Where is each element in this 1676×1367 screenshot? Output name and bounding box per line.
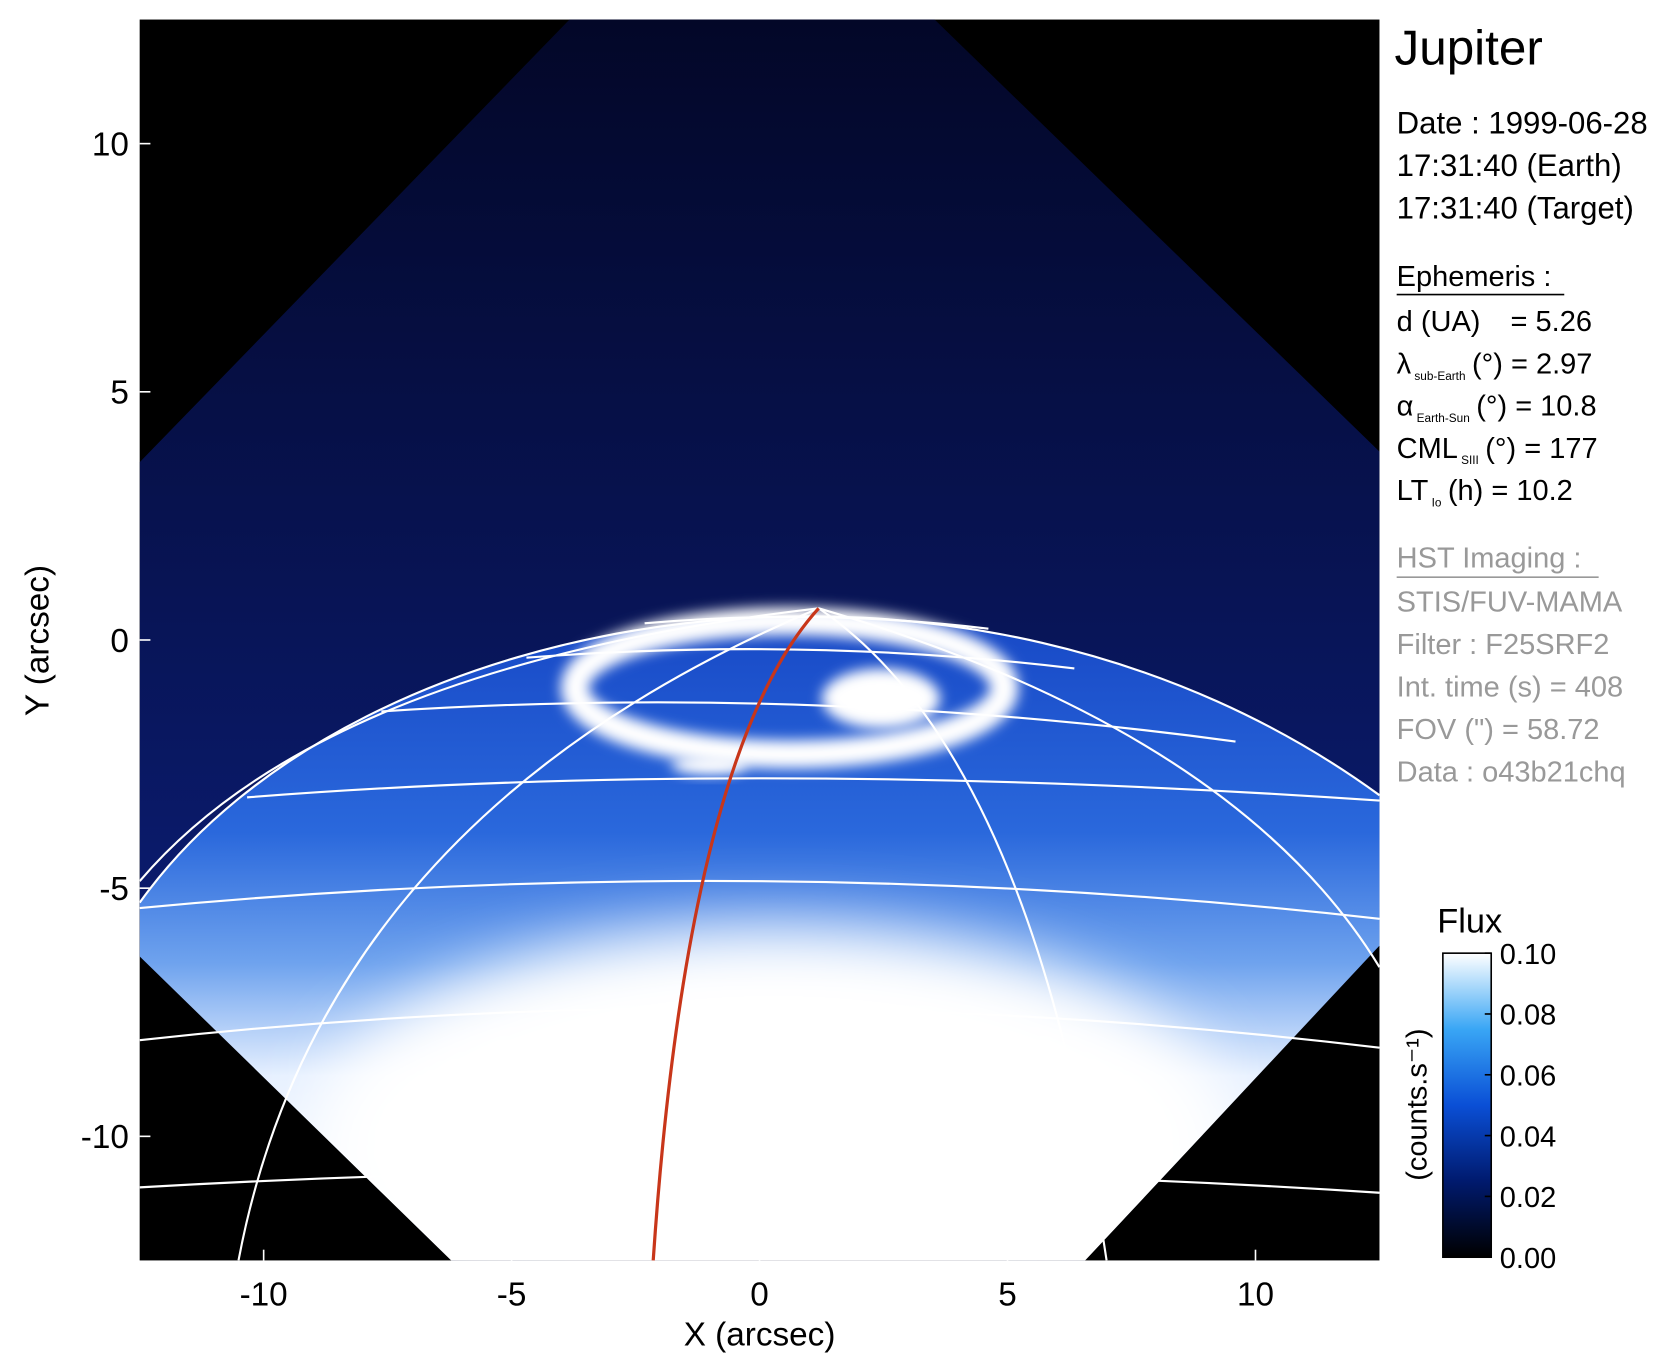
ephemeris-sub: Io: [1432, 495, 1442, 509]
y-tick-label: 5: [110, 375, 129, 412]
latitude-line: [644, 615, 989, 630]
ephemeris-symbol: d (UA): [1397, 306, 1481, 338]
imaging-line: Int. time (s) = 408: [1397, 671, 1623, 703]
colorbar-tick-label: 0.08: [1500, 1000, 1556, 1032]
ephemeris-line: CML SIII (°) = 177: [1397, 433, 1598, 467]
aurora-patch: [821, 668, 941, 729]
x-tick-label: 10: [1237, 1277, 1274, 1314]
colorbar-tick-label: 0.10: [1500, 939, 1556, 971]
ephemeris-rest: (°) = 10.8: [1476, 391, 1596, 423]
imaging-line: STIS/FUV-MAMA: [1397, 587, 1623, 619]
x-tick-label: 0: [750, 1277, 769, 1314]
x-tick-label: -10: [240, 1277, 288, 1314]
colorbar: [1442, 952, 1493, 1259]
ephemeris-line: d (UA) = 5.26: [1397, 306, 1592, 338]
ephemeris-title: Ephemeris :: [1397, 261, 1552, 293]
ephemeris-line: LT Io (h) = 10.2: [1397, 475, 1573, 509]
meridian-line: [818, 607, 1108, 1261]
title: Jupiter: [1395, 21, 1543, 76]
ephemeris-sub: sub-Earth: [1414, 369, 1465, 383]
meridian-line: [237, 607, 820, 1261]
y-tick-label: 10: [92, 126, 129, 163]
x-axis-label: X (arcsec): [684, 1316, 836, 1353]
colorbar-tick-label: 0.04: [1500, 1121, 1556, 1153]
ephemeris-rest: (°) = 177: [1485, 433, 1597, 465]
x-tick-label: -5: [497, 1277, 527, 1314]
ephemeris-rest: (°) = 2.97: [1472, 348, 1592, 380]
colorbar-tick-label: 0.02: [1500, 1182, 1556, 1214]
ephemeris-rest: = 5.26: [1511, 306, 1592, 338]
ephemeris-symbol: α: [1397, 391, 1414, 423]
meridian-line: [139, 607, 819, 882]
y-tick-label: -10: [81, 1119, 129, 1156]
x-tick-label: 5: [998, 1277, 1017, 1314]
date-line: 17:31:40 (Earth): [1397, 148, 1622, 183]
ephemeris-symbol: LT: [1397, 475, 1429, 507]
limb: [139, 615, 1380, 904]
y-tick-label: -5: [99, 871, 129, 908]
date-line: Date : 1999-06-28: [1397, 105, 1648, 140]
colorbar-unit: (counts.s⁻¹): [1402, 1029, 1434, 1181]
ephemeris-sub: Earth-Sun: [1417, 411, 1470, 425]
ephemeris-sub: SIII: [1461, 453, 1479, 467]
ephemeris-line: α Earth-Sun (°) = 10.8: [1397, 391, 1597, 425]
ephemeris-rest: (h) = 10.2: [1448, 475, 1573, 507]
colorbar-tick-label: 0.00: [1500, 1243, 1556, 1275]
latitude-line: [139, 1169, 1380, 1194]
imaging-line: Filter : F25SRF2: [1397, 629, 1610, 661]
meridian-line: [818, 607, 1380, 968]
date-line: 17:31:40 (Target): [1397, 190, 1634, 225]
imaging-line: Data : o43b21chq: [1397, 756, 1626, 788]
y-axis-label: Y (arcsec): [19, 565, 56, 716]
image: [139, 19, 1380, 1261]
latitude-line: [526, 648, 1075, 670]
ephemeris-symbol: CML: [1397, 433, 1458, 465]
colorbar-title: Flux: [1437, 903, 1502, 941]
ephemeris-line: λ sub-Earth (°) = 2.97: [1397, 348, 1593, 382]
latitude-line: [247, 777, 1380, 802]
imaging-title: HST Imaging :: [1397, 542, 1582, 574]
colorbar-tick-label: 0.06: [1500, 1061, 1556, 1093]
bright-region: [311, 924, 1236, 1261]
central-meridian: [651, 607, 820, 1261]
imaging-line: FOV (") = 58.72: [1397, 714, 1600, 746]
aurora-patch: [671, 755, 747, 775]
y-tick-label: 0: [110, 623, 129, 660]
ephemeris-symbol: λ: [1397, 348, 1412, 380]
latitude-line: [139, 879, 1380, 920]
planet-grid: [139, 607, 1380, 1261]
